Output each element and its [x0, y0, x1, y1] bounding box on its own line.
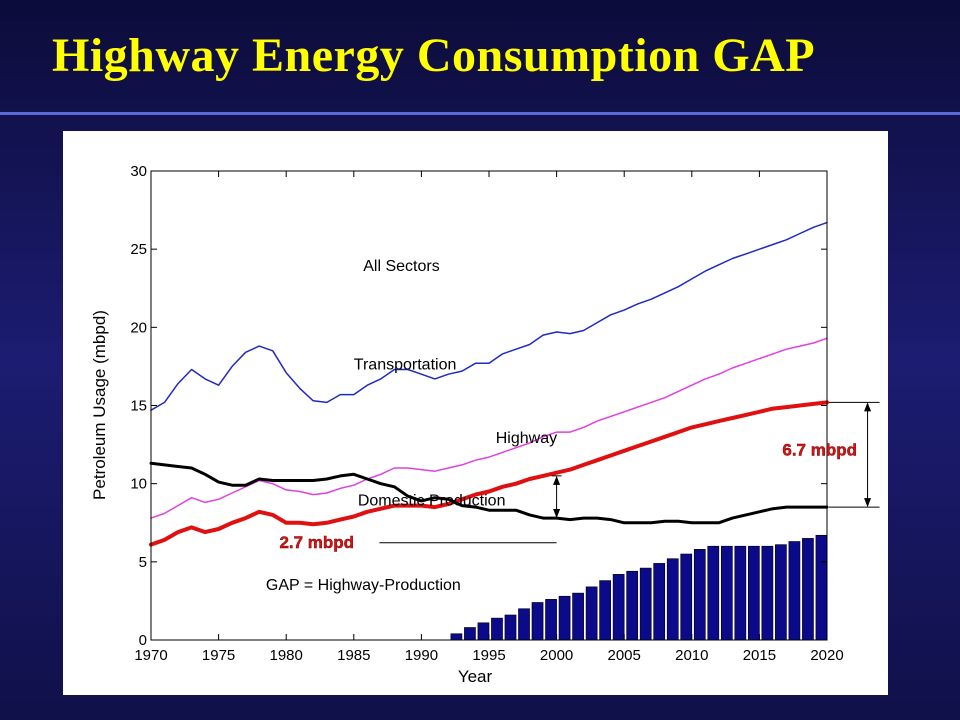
petroleum-usage-chart: 1970 1975 1980 1985 1990 1995 2000 2005 2010 2015…	[90, 163, 880, 686]
y-tick-label: 25	[130, 241, 147, 258]
series-label: Highway	[496, 430, 557, 447]
gap-bar	[639, 567, 652, 641]
y-tick-label: 5	[139, 554, 147, 571]
gap-bar	[748, 545, 760, 641]
gap-bar	[572, 592, 584, 641]
series-label: Domestic Production	[358, 493, 506, 510]
gap-bar	[504, 614, 517, 641]
x-tick-label: 1995	[472, 647, 505, 664]
gap-bar	[720, 545, 733, 641]
chart-panel: 1970 1975 1980 1985 1990 1995 2000 2005 2010 2015…	[63, 131, 888, 695]
gap-bar	[477, 622, 490, 641]
y-tick-label: 0	[139, 632, 147, 649]
annotation-arrow-down	[864, 498, 872, 508]
gap-bar	[545, 599, 557, 641]
annotations: 2.7 mbpd 6.7 mbpd	[279, 401, 880, 552]
series-label: GAP = Highway-Production	[266, 577, 461, 594]
series-line-domestic-production	[149, 461, 829, 525]
series-line-all-sectors	[150, 221, 828, 411]
gap-bar	[707, 545, 720, 641]
annotation-arrow-up	[864, 402, 872, 412]
x-tick-label: 2005	[608, 647, 641, 664]
gap-bar	[558, 595, 571, 641]
y-tick-label: 30	[130, 163, 147, 180]
series-label: All Sectors	[363, 258, 439, 275]
axis-ticks: 1970 1975 1980 1985 1990 1995 2000 2005 2010 2015…	[130, 163, 843, 664]
x-tick-label: 2000	[540, 647, 573, 664]
annotation-arrow-up	[553, 475, 561, 485]
gap-bar	[464, 627, 476, 641]
gap-bar	[788, 541, 801, 641]
y-tick-label: 20	[130, 319, 147, 336]
x-axis-label: Year	[458, 667, 493, 686]
x-tick-label: 1980	[270, 647, 303, 664]
gap-bar	[585, 586, 598, 641]
gap-bar	[599, 580, 611, 641]
x-tick-label: 1985	[337, 647, 370, 664]
gap-bar	[802, 538, 814, 641]
x-tick-label: 1990	[405, 647, 438, 664]
y-tick-label: 15	[130, 398, 147, 415]
gap-bar	[450, 633, 463, 641]
gap-bar	[653, 563, 666, 641]
series-labels: All Sectors Transportation Highway Domestic…	[266, 258, 557, 594]
slide-title: Highway Energy Consumption GAP	[52, 29, 816, 82]
series-lines	[149, 221, 829, 547]
gap-bar	[693, 549, 706, 641]
annotation-arrow-down	[553, 509, 561, 519]
gap-bar	[680, 553, 693, 641]
gap-bar	[626, 570, 639, 641]
gap-bar	[775, 544, 787, 641]
x-tick-label: 1975	[202, 647, 235, 664]
gap-bar	[612, 574, 625, 641]
gap-bar	[518, 608, 530, 641]
gap-bar	[531, 602, 544, 641]
x-tick-label: 2010	[675, 647, 708, 664]
gap-bar	[666, 558, 679, 641]
annotation-label: 2.7 mbpd	[279, 533, 354, 552]
x-tick-label: 2020	[810, 647, 843, 664]
x-tick-label: 1970	[134, 647, 167, 664]
gap-bar	[815, 534, 828, 641]
x-tick-label: 2015	[743, 647, 776, 664]
series-label: Transportation	[354, 357, 457, 374]
y-axis-label: Petroleum Usage (mbpd)	[90, 310, 109, 500]
y-tick-label: 10	[130, 476, 147, 493]
series-line-transportation	[150, 337, 828, 519]
annotation-label: 6.7 mbpd	[782, 441, 857, 460]
gap-bar	[734, 545, 747, 641]
title-divider	[0, 112, 960, 115]
gap-bar	[761, 545, 774, 641]
gap-bar	[491, 617, 503, 641]
series-line-highway	[149, 400, 829, 547]
